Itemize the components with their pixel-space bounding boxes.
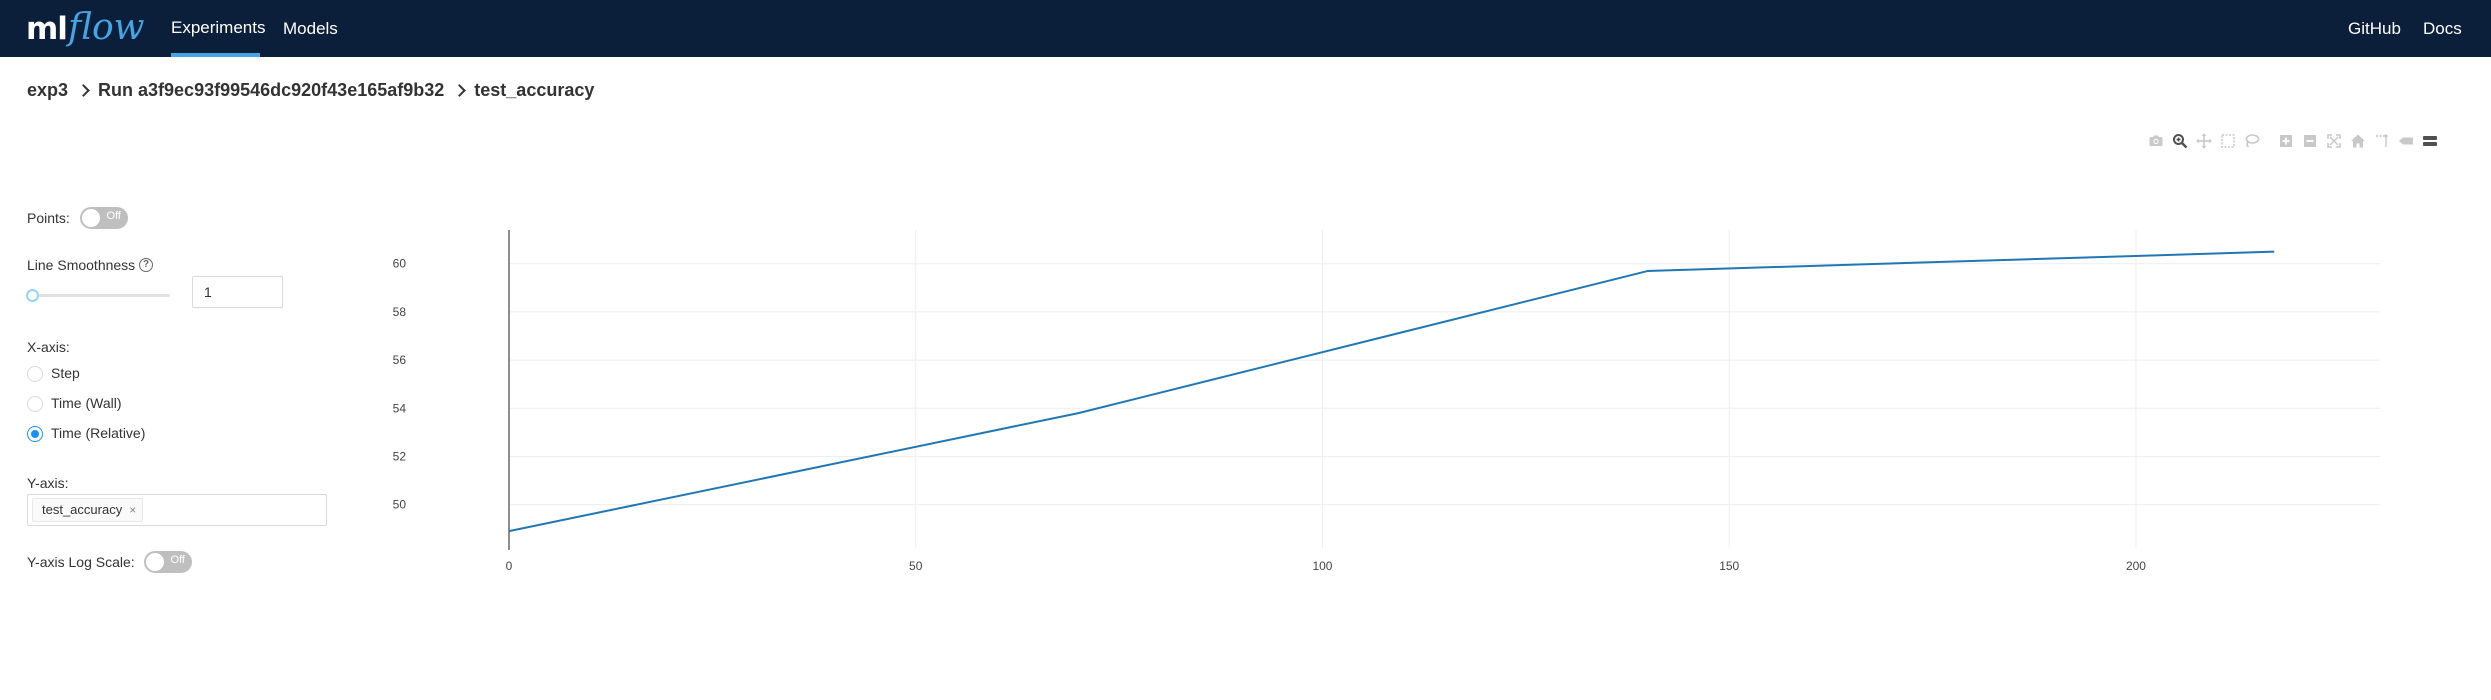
spike-lines-icon[interactable]	[2372, 131, 2392, 151]
hover-closest-icon[interactable]	[2396, 131, 2416, 151]
smoothness-label: Line Smoothness	[27, 257, 136, 273]
toggle-knob	[146, 553, 164, 571]
y-axis-tick-labels: 50 52 54 56 58 60	[393, 257, 407, 512]
logscale-toggle-text: Off	[170, 554, 185, 566]
x-axis-tick-labels: 0 50 100 150 200	[506, 559, 2147, 573]
y-tick-label: 56	[393, 353, 407, 367]
nav-github-link[interactable]: GitHub	[2348, 19, 2401, 38]
reset-axes-icon[interactable]	[2348, 131, 2368, 151]
points-toggle[interactable]: Off	[80, 207, 128, 229]
data-point[interactable]	[1074, 409, 1082, 417]
xaxis-radio-step[interactable]	[27, 366, 43, 382]
top-navbar: ml flow Experiments Models GitHub Docs	[0, 0, 2491, 57]
breadcrumb-metric-title: test_accuracy	[474, 79, 595, 100]
pan-icon[interactable]	[2194, 131, 2214, 151]
xaxis-option-time-relative-label[interactable]: Time (Relative)	[51, 425, 146, 441]
series-line[interactable]	[508, 250, 2275, 533]
nav-experiments-link[interactable]: Experiments	[171, 0, 265, 57]
chart-modebar	[2146, 131, 2444, 151]
chevron-right-icon	[454, 83, 464, 97]
zoom-out-icon[interactable]	[2300, 131, 2320, 151]
metric-line-chart[interactable]: 50 52 54 56 58 60 0 50 100 150 200	[360, 210, 2400, 580]
y-tick-label: 58	[393, 305, 407, 319]
smoothness-slider-track[interactable]	[32, 294, 170, 297]
chart-gridlines	[509, 230, 2380, 548]
yaxis-metric-select[interactable]: test_accuracy ×	[27, 494, 327, 526]
points-label: Points:	[27, 210, 70, 226]
lasso-select-icon[interactable]	[2242, 131, 2262, 151]
y-tick-label: 52	[393, 449, 407, 463]
chart-series[interactable]	[505, 248, 2278, 535]
y-tick-label: 60	[393, 257, 407, 271]
data-point[interactable]	[1644, 267, 1652, 275]
hover-compare-icon[interactable]	[2420, 131, 2440, 151]
zoom-icon[interactable]	[2170, 131, 2190, 151]
xaxis-option-step-label[interactable]: Step	[51, 365, 80, 381]
breadcrumb-experiment-link[interactable]: exp3	[27, 79, 69, 100]
x-tick-label: 0	[506, 559, 513, 573]
toggle-knob	[82, 209, 100, 227]
xaxis-radio-time-wall[interactable]	[27, 396, 43, 412]
breadcrumb: exp3 Run a3f9ec93f99546dc920f43e165af9b3…	[27, 78, 594, 102]
y-tick-label: 54	[393, 401, 407, 415]
x-tick-label: 100	[1312, 559, 1332, 573]
logscale-label: Y-axis Log Scale:	[27, 554, 135, 570]
question-circle-icon[interactable]: ?	[139, 258, 153, 272]
yaxis-metric-tag: test_accuracy ×	[32, 498, 144, 522]
x-tick-label: 150	[1719, 559, 1739, 573]
chevron-right-icon	[78, 83, 88, 97]
x-tick-label: 50	[909, 559, 923, 573]
logo-flow-text: flow	[67, 7, 145, 48]
x-tick-label: 200	[2126, 559, 2146, 573]
smoothness-slider-handle[interactable]	[26, 289, 39, 302]
box-select-icon[interactable]	[2218, 131, 2238, 151]
points-toggle-text: Off	[106, 210, 121, 222]
logscale-toggle[interactable]: Off	[144, 551, 192, 573]
xaxis-radio-time-relative[interactable]	[27, 426, 43, 442]
nav-models-link[interactable]: Models	[283, 19, 338, 38]
autoscale-icon[interactable]	[2324, 131, 2344, 151]
breadcrumb-run-link[interactable]: Run a3f9ec93f99546dc920f43e165af9b32	[98, 79, 445, 100]
yaxis-metric-tag-label: test_accuracy	[42, 502, 123, 517]
camera-icon[interactable]	[2146, 131, 2166, 151]
close-icon[interactable]: ×	[129, 503, 137, 517]
zoom-in-icon[interactable]	[2276, 131, 2296, 151]
y-tick-label: 50	[393, 498, 407, 512]
data-point[interactable]	[2270, 248, 2278, 256]
nav-docs-link[interactable]: Docs	[2423, 19, 2462, 38]
yaxis-label: Y-axis:	[27, 475, 69, 491]
smoothness-number-input[interactable]: 1	[192, 276, 283, 308]
mlflow-logo[interactable]: ml flow	[26, 6, 144, 50]
data-point[interactable]	[505, 527, 513, 535]
xaxis-option-time-wall-label[interactable]: Time (Wall)	[51, 395, 122, 411]
xaxis-label: X-axis:	[27, 339, 70, 355]
logo-ml-text: ml	[26, 11, 68, 47]
